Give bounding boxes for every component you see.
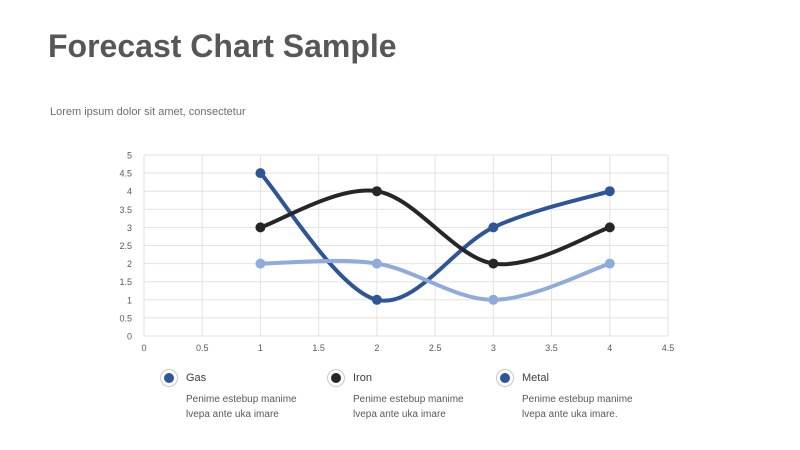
y-tick-label: 5 <box>127 151 132 161</box>
series-line-metal <box>258 258 612 302</box>
y-tick-label: 0 <box>127 332 132 342</box>
legend-marker-gas-icon <box>160 369 178 387</box>
legend-desc-iron-line2: lvepa ante uka imare <box>353 409 446 420</box>
series-point-metal-3 <box>604 258 615 269</box>
x-tick-label: 4.5 <box>662 343 675 353</box>
legend-dot-iron <box>331 373 341 383</box>
series-point-iron-2 <box>488 258 499 269</box>
x-tick-label: 1.5 <box>312 343 325 353</box>
series-point-iron-0 <box>255 222 266 233</box>
chart-grid <box>143 154 669 337</box>
x-tick-label: 3.5 <box>545 343 558 353</box>
x-tick-label: 2 <box>374 343 379 353</box>
legend-label-metal: Metal <box>522 372 549 384</box>
legend-dot-metal <box>500 373 510 383</box>
y-tick-label: 4.5 <box>119 169 132 179</box>
x-tick-label: 0.5 <box>196 343 209 353</box>
series-line-iron <box>258 188 612 267</box>
legend-item-gas: Gas Penime estebup manime lvepa ante uka… <box>160 368 330 422</box>
legend-desc-gas: Penime estebup manime lvepa ante uka ima… <box>186 392 330 422</box>
y-tick-label: 2.5 <box>119 241 132 251</box>
y-tick-label: 2 <box>127 259 132 269</box>
x-tick-label: 0 <box>141 343 146 353</box>
legend-dot-gas <box>164 373 174 383</box>
legend-marker-iron-icon <box>327 369 345 387</box>
series-point-gas-3 <box>604 186 615 197</box>
y-tick-label: 4 <box>127 187 132 197</box>
legend-item-iron: Iron Penime estebup manime lvepa ante uk… <box>327 368 497 422</box>
y-tick-label: 3.5 <box>119 205 132 215</box>
y-tick-label: 1 <box>127 295 132 305</box>
chart-series-lines <box>258 171 612 303</box>
page-subtitle: Lorem ipsum dolor sit amet, consectetur <box>50 106 246 118</box>
legend-desc-metal-line2: lvepa ante uka imare. <box>522 409 618 420</box>
legend-desc-gas-line1: Penime estebup manime <box>186 394 297 405</box>
x-tick-label: 4 <box>607 343 612 353</box>
series-point-gas-0 <box>255 168 266 179</box>
legend-item-metal: Metal Penime estebup manime lvepa ante u… <box>496 368 666 422</box>
legend-label-iron: Iron <box>353 372 372 384</box>
legend-desc-metal-line1: Penime estebup manime <box>522 394 633 405</box>
legend-desc-metal: Penime estebup manime lvepa ante uka ima… <box>522 392 666 422</box>
page-title: Forecast Chart Sample <box>48 28 397 64</box>
series-point-iron-3 <box>604 222 615 233</box>
y-tick-label: 0.5 <box>119 313 132 323</box>
chart-tick-labels: 0 0.5 1 1.5 2 2.5 3 3.5 4 4.5 5 0 0.5 1 1.5 2 2.5 3 3.5 4 4.… <box>119 151 674 354</box>
series-point-metal-2 <box>488 294 499 305</box>
y-tick-label: 3 <box>127 223 132 233</box>
chart-series-points <box>255 168 615 305</box>
series-point-gas-1 <box>371 294 382 305</box>
x-tick-label: 2.5 <box>429 343 442 353</box>
legend-desc-iron-line1: Penime estebup manime <box>353 394 464 405</box>
y-tick-label: 1.5 <box>119 277 132 287</box>
x-tick-label: 3 <box>491 343 496 353</box>
series-point-metal-0 <box>255 258 266 269</box>
legend-desc-iron: Penime estebup manime lvepa ante uka ima… <box>353 392 497 422</box>
legend-label-gas: Gas <box>186 372 207 384</box>
x-tick-label: 1 <box>258 343 263 353</box>
series-point-metal-1 <box>371 258 382 269</box>
legend-desc-gas-line2: lvepa ante uka imare <box>186 409 279 420</box>
series-point-iron-1 <box>371 186 382 197</box>
series-point-gas-2 <box>488 222 499 233</box>
legend-marker-metal-icon <box>496 369 514 387</box>
